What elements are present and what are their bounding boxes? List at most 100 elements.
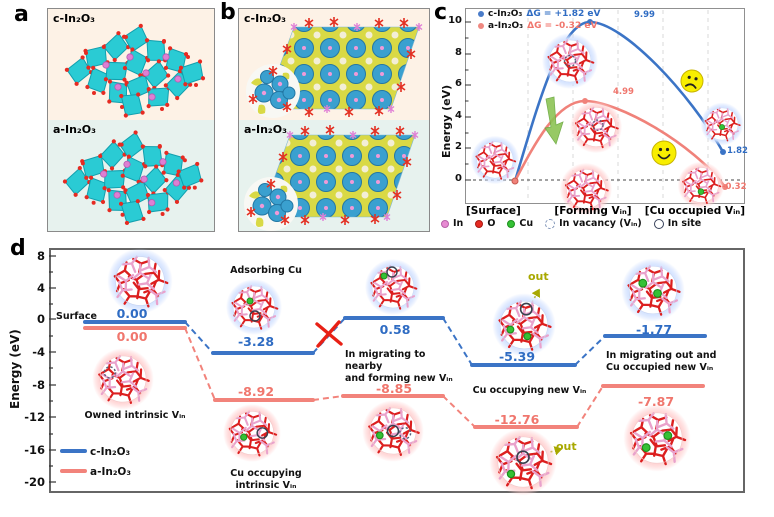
d-ytick--8: -8 xyxy=(32,378,45,392)
structure-label: c-In₂O₃ xyxy=(53,12,95,25)
d-blue-3: -5.39 xyxy=(498,349,536,364)
d-blue-4: -1.77 xyxy=(635,322,673,337)
c-in2o3-steps xyxy=(83,316,707,367)
molecule-d-migrating-c xyxy=(363,257,423,317)
blue-end-label: 1.82 xyxy=(727,146,748,156)
out-arrow-bottom xyxy=(535,446,563,457)
in-vacancy-icon xyxy=(545,218,556,229)
d-red-0: 0.00 xyxy=(116,329,148,344)
c-ytick-4: 4 xyxy=(455,110,462,121)
d-red-2: -8.85 xyxy=(375,381,413,396)
molecule-d-migrate-out-c xyxy=(619,256,687,324)
out-arrow-top xyxy=(526,288,540,312)
d-ytick--16: -16 xyxy=(24,443,45,457)
in-atom-icon xyxy=(441,219,449,228)
panel-a-label: a xyxy=(14,2,29,27)
o-atom-icon xyxy=(475,219,484,228)
d-red-1: -8.92 xyxy=(237,384,275,399)
a-in2o3-connectors xyxy=(184,327,604,428)
a-in2o3-curve xyxy=(513,99,727,188)
legend-series-name: c-In₂O₃ xyxy=(488,9,523,19)
d-out-label-bottom: out xyxy=(556,440,577,453)
c-ytick-6: 6 xyxy=(455,78,462,89)
molecule-d-cu-occupy-new-c xyxy=(490,291,558,359)
c-xtick-surface: [Surface] xyxy=(466,205,521,217)
crystal-structure-a-icon xyxy=(48,120,213,231)
legend-dot-red xyxy=(478,23,484,29)
charge-density-slab-c-icon xyxy=(239,9,428,120)
d-caption-owned-intrinsic: Owned intrinsic Vᵢₙ xyxy=(84,410,186,421)
structure-label: a-In₂O₃ xyxy=(53,123,96,136)
species-in-site: In site xyxy=(653,218,701,229)
panel-d-steps xyxy=(49,255,707,483)
panel-a-a-in2o3: a-In₂O₃ xyxy=(48,120,214,231)
d-legend-label-a: a-In₂O₃ xyxy=(90,466,131,478)
panel-a-box: c-In₂O₃ a-In₂O₃ xyxy=(47,8,215,232)
d-caption-cu-occupy-intrinsic: Cu occupying intrinsic Vᵢₙ xyxy=(230,468,302,491)
d-legend-label-c: c-In₂O₃ xyxy=(90,446,131,458)
d-surface-label: Surface xyxy=(56,311,97,322)
d-ytick-0: 0 xyxy=(36,312,45,326)
legend-delta-g: ΔG = -0.32 eV xyxy=(527,21,598,31)
start-point xyxy=(511,177,519,185)
panel-b-c-in2o3: c-In₂O₃ xyxy=(239,9,429,120)
c-ytick-0: 0 xyxy=(455,173,462,184)
molecule-cu-occupied-c xyxy=(699,101,745,147)
molecule-d-cu-occupy-new-a xyxy=(487,426,559,498)
panel-c-label: c xyxy=(434,0,448,25)
structure-label: a-In₂O₃ xyxy=(244,123,287,136)
d-caption-in-migrating: In migrating to nearby and forming new V… xyxy=(345,349,453,384)
d-red-4: -7.87 xyxy=(637,394,675,409)
c-xtick-forming-vin: [Forming Vᵢₙ] xyxy=(554,205,632,217)
legend-delta-g: ΔG = +1.82 eV xyxy=(526,9,601,19)
molecule-d-cu-occupy-intrinsic-a xyxy=(221,402,283,464)
cu-atom-icon xyxy=(507,219,516,228)
d-red-3: -12.76 xyxy=(494,412,540,427)
d-ytick--20: -20 xyxy=(24,475,45,489)
legend-series-name: a-In₂O₃ xyxy=(488,21,524,31)
panel-d-y-axis-label: Energy (eV) xyxy=(8,329,22,410)
d-caption-migrate-out: In migrating out and Cu occupied new Vᵢₙ xyxy=(606,350,717,373)
molecule-d-adsorbing-cu-c xyxy=(224,277,284,337)
blue-peak-point xyxy=(587,19,593,25)
molecule-cu-occupied-a xyxy=(676,160,726,210)
d-blue-0: 0.00 xyxy=(116,306,148,321)
c-ytick-2: 2 xyxy=(455,141,462,152)
d-ytick--12: -12 xyxy=(24,410,45,424)
d-legend-swatch-red xyxy=(62,469,84,473)
red-peak-label: 4.99 xyxy=(613,87,634,97)
sad-face-icon xyxy=(680,69,704,93)
d-ytick--4: -4 xyxy=(32,345,45,359)
molecule-d-migrating-a xyxy=(360,398,426,464)
c-legend-row-2: a-In₂O₃ ΔG = -0.32 eV xyxy=(478,21,597,31)
panel-d-label: d xyxy=(10,236,26,261)
d-legend-swatch-blue xyxy=(62,449,84,453)
species-cu: Cu xyxy=(507,218,533,229)
c-ytick-10: 10 xyxy=(448,15,462,26)
happy-face-icon xyxy=(651,140,677,166)
charge-density-slab-a-icon xyxy=(239,120,428,231)
c-legend-row-1: c-In₂O₃ ΔG = +1.82 eV xyxy=(478,9,600,19)
a-in2o3-steps xyxy=(83,326,705,429)
c-xtick-cu-occupied-vin: [Cu occupied Vᵢₙ] xyxy=(644,205,745,217)
d-out-label-top: out xyxy=(528,270,549,283)
d-caption-adsorbing-cu: Adsorbing Cu xyxy=(230,265,302,276)
d-blue-1: -3.28 xyxy=(237,334,275,349)
red-x-icon xyxy=(315,320,343,348)
legend-dot-blue xyxy=(478,11,484,17)
molecule-d-migrate-out-a xyxy=(621,402,693,474)
molecule-forming-vin-c xyxy=(540,31,600,91)
blue-peak-label: 9.99 xyxy=(634,10,655,20)
crystal-structure-c-icon xyxy=(48,9,213,120)
red-end-label: -0.32 xyxy=(722,182,747,192)
species-legend: In O Cu In vacancy (Vᵢₙ) In site xyxy=(441,218,701,229)
panel-b-a-in2o3: a-In₂O₃ xyxy=(239,120,429,231)
species-in-vacancy: In vacancy (Vᵢₙ) xyxy=(545,218,642,229)
panel-b-label: b xyxy=(220,0,236,25)
species-in: In xyxy=(441,218,463,229)
d-ytick-8: 8 xyxy=(36,249,45,263)
structure-label: c-In₂O₃ xyxy=(244,12,286,25)
d-ytick-4: 4 xyxy=(36,281,45,295)
molecule-surface-c xyxy=(469,134,521,186)
